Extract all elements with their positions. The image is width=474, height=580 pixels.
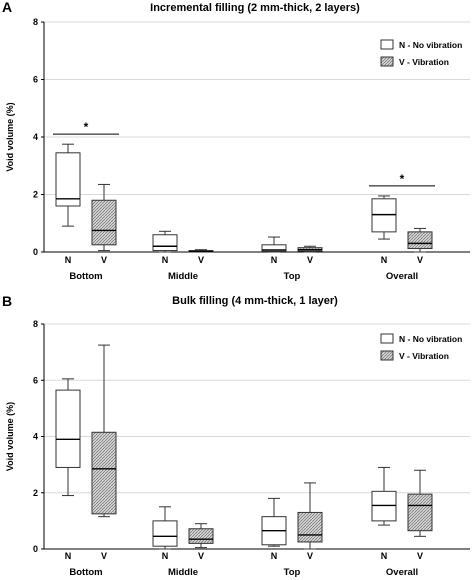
chart-title: Bulk filling (4 mm-thick, 1 layer): [172, 295, 338, 307]
box-iqr: [55, 389, 81, 468]
y-tick-label: 8: [33, 17, 38, 27]
box-bottom-n: [55, 143, 81, 227]
legend: N - No vibration V - Vibration: [380, 333, 462, 361]
panel-letter: A: [2, 0, 12, 15]
panel-b: B Bulk filling (4 mm-thick, 1 layer) 0 2 4 6 8…: [2, 293, 470, 578]
group-tick-label: V: [101, 551, 107, 561]
box-middle-n: [152, 230, 178, 253]
group-tick-label: V: [307, 551, 313, 561]
panel-a: A Incremental filling (2 mm-thick, 2 laye…: [2, 0, 470, 282]
y-tick-label: 2: [33, 488, 38, 498]
category-label: Middle: [168, 271, 198, 282]
y-tick-label: 6: [33, 375, 38, 385]
category-label: Overall: [386, 271, 418, 282]
box-overall-n: [371, 195, 397, 240]
box-iqr: [407, 493, 433, 532]
group-tick-label: V: [417, 255, 423, 265]
legend: N - No vibration V - Vibration: [380, 39, 462, 67]
group-tick-label: V: [198, 551, 204, 561]
box-middle-v: [188, 523, 214, 549]
category-label: Top: [284, 567, 301, 578]
y-tick-label: 4: [33, 132, 38, 142]
box-top-n: [261, 497, 287, 547]
y-tick-label: 6: [33, 75, 38, 85]
box-bottom-v: [91, 344, 117, 518]
category-label: Overall: [386, 567, 418, 578]
box-overall-n: [371, 466, 397, 526]
y-tick-label: 0: [33, 247, 38, 257]
box-middle-n: [152, 506, 178, 550]
box-bottom-v: [91, 183, 117, 252]
group-tick-label: N: [162, 551, 169, 561]
legend-swatch: [380, 56, 394, 67]
group-tick-label: V: [417, 551, 423, 561]
box-top-v: [297, 245, 323, 253]
box-iqr: [91, 431, 117, 515]
y-axis-label: Void volume (%): [5, 402, 15, 471]
category-label: Middle: [168, 567, 198, 578]
box-iqr: [188, 528, 214, 544]
legend-swatch: [380, 350, 394, 361]
y-tick-label: 8: [33, 319, 38, 329]
box-bottom-n: [55, 378, 81, 497]
category-label: Bottom: [69, 271, 102, 282]
box-iqr: [371, 490, 397, 522]
legend-label: N - No vibration: [399, 40, 462, 50]
box-iqr: [91, 199, 117, 246]
significance-star: *: [84, 120, 89, 134]
group-tick-label: N: [65, 551, 72, 561]
group-tick-label: N: [65, 255, 72, 265]
panel-letter: B: [2, 293, 12, 309]
box-top-v: [297, 482, 323, 550]
chart-title: Incremental filling (2 mm-thick, 2 layer…: [150, 2, 360, 14]
box-iqr: [152, 520, 178, 547]
y-axis-label: Void volume (%): [5, 102, 15, 171]
category-label: Top: [284, 271, 301, 282]
y-tick-label: 4: [33, 432, 38, 442]
box-iqr: [297, 511, 323, 543]
box-iqr: [152, 234, 178, 252]
legend-label: V - Vibration: [399, 57, 449, 67]
group-tick-label: V: [307, 255, 313, 265]
category-label: Bottom: [69, 567, 102, 578]
box-overall-v: [407, 227, 433, 253]
y-tick-label: 0: [33, 544, 38, 554]
legend-label: N - No vibration: [399, 334, 462, 344]
box-middle-v: [188, 249, 214, 253]
group-tick-label: V: [198, 255, 204, 265]
group-tick-label: N: [271, 255, 278, 265]
legend-swatch: [380, 333, 394, 344]
group-tick-label: N: [162, 255, 169, 265]
group-tick-label: N: [271, 551, 278, 561]
box-iqr: [261, 244, 287, 252]
legend-swatch: [380, 39, 394, 50]
box-top-n: [261, 236, 287, 253]
box-overall-v: [407, 469, 433, 537]
group-tick-label: N: [381, 551, 388, 561]
legend-label: V - Vibration: [399, 351, 449, 361]
box-iqr: [371, 198, 397, 233]
y-tick-label: 2: [33, 190, 38, 200]
group-tick-label: N: [381, 255, 388, 265]
group-tick-label: V: [101, 255, 107, 265]
box-iqr: [407, 231, 433, 250]
box-iqr: [55, 152, 81, 207]
significance-star: *: [400, 172, 405, 186]
